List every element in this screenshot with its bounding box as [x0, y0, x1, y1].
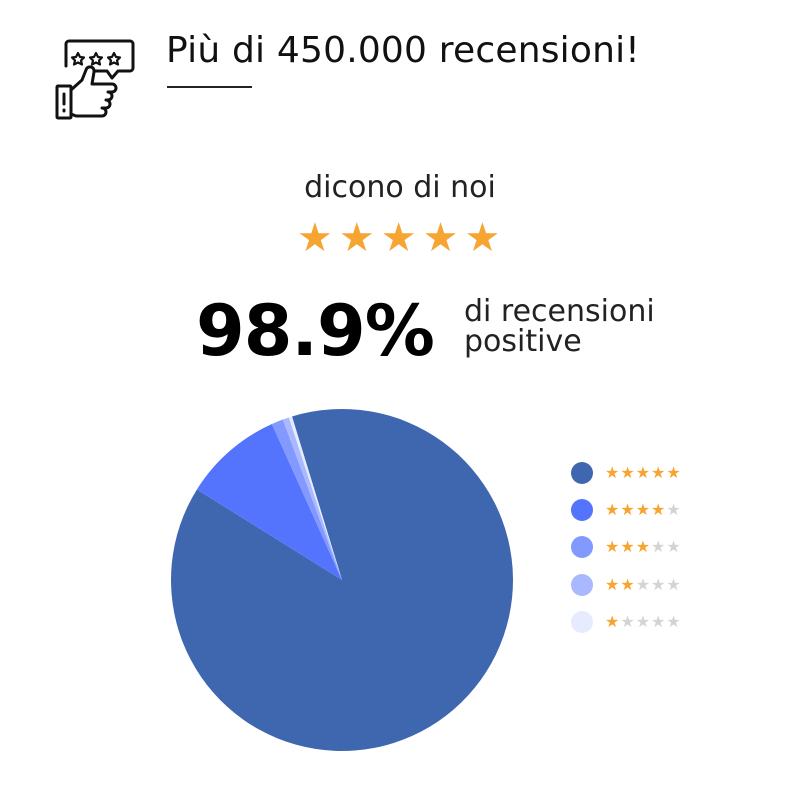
star-filled-icon: ★	[620, 462, 635, 482]
star-empty-icon: ★	[666, 611, 681, 631]
star-filled-icon: ★	[605, 499, 620, 519]
page-title: Più di 450.000 recensioni!	[166, 30, 640, 71]
thumbs-up-review-icon	[55, 39, 135, 120]
star-empty-icon: ★	[651, 611, 666, 631]
legend-item-4-stars[interactable]: ★ ★ ★ ★ ★	[571, 491, 682, 528]
star-filled-icon: ★	[605, 611, 620, 631]
star-empty-icon: ★	[666, 574, 681, 594]
title-underline	[167, 86, 252, 88]
star-filled-icon: ★	[635, 499, 651, 519]
pie-slice-3-stars[interactable]	[271, 419, 342, 580]
chart-legend: ★ ★ ★ ★ ★ ★ ★ ★ ★ ★ ★ ★ ★ ★ ★ ★ ★ ★ ★ ★ ★ ★ ★ ★ ★	[571, 454, 682, 640]
star-icon: ★	[338, 215, 375, 261]
pie-slice-5-stars[interactable]	[171, 409, 513, 752]
star-filled-icon: ★	[635, 537, 651, 557]
legend-color-dot	[571, 573, 593, 596]
star-empty-icon: ★	[651, 537, 666, 557]
star-filled-icon: ★	[666, 462, 681, 482]
star-icon: ★	[422, 215, 459, 261]
star-icon: ★	[380, 215, 417, 261]
pie-slice-4-stars[interactable]	[196, 424, 342, 580]
pie-slice-2-stars[interactable]	[282, 417, 342, 580]
star-filled-icon: ★	[605, 537, 620, 557]
positive-percentage: 98.9%	[196, 290, 435, 372]
star-icon: ★	[464, 215, 501, 261]
pie-slice-1-stars[interactable]	[288, 416, 342, 580]
legend-item-3-stars[interactable]: ★ ★ ★ ★ ★	[571, 529, 682, 566]
legend-item-2-stars[interactable]: ★ ★ ★ ★ ★	[571, 566, 682, 603]
star-filled-icon: ★	[651, 462, 666, 482]
legend-item-5-stars[interactable]: ★ ★ ★ ★ ★	[571, 454, 682, 491]
star-filled-icon: ★	[620, 499, 635, 519]
star-filled-icon: ★	[605, 574, 620, 594]
five-star-rating: ★ ★ ★ ★ ★	[297, 218, 500, 258]
star-empty-icon: ★	[635, 574, 651, 594]
star-filled-icon: ★	[620, 537, 635, 557]
star-empty-icon: ★	[620, 611, 635, 631]
rating-subtitle: dicono di noi	[304, 170, 496, 205]
legend-color-dot	[571, 536, 593, 559]
star-empty-icon: ★	[666, 499, 681, 519]
legend-color-dot	[571, 610, 593, 633]
percentage-caption: di recensioni positive	[464, 297, 655, 357]
star-filled-icon: ★	[635, 462, 651, 482]
legend-color-dot	[571, 461, 593, 484]
star-empty-icon: ★	[651, 574, 666, 594]
legend-item-1-stars[interactable]: ★ ★ ★ ★ ★	[571, 603, 682, 640]
star-filled-icon: ★	[620, 574, 635, 594]
star-filled-icon: ★	[605, 462, 620, 482]
star-empty-icon: ★	[635, 611, 651, 631]
caption-line-2: positive	[464, 324, 582, 359]
star-icon: ★	[297, 215, 333, 261]
star-empty-icon: ★	[666, 537, 681, 557]
caption-line-1: di recensioni	[464, 294, 655, 329]
star-filled-icon: ★	[651, 499, 666, 519]
legend-color-dot	[571, 498, 593, 521]
